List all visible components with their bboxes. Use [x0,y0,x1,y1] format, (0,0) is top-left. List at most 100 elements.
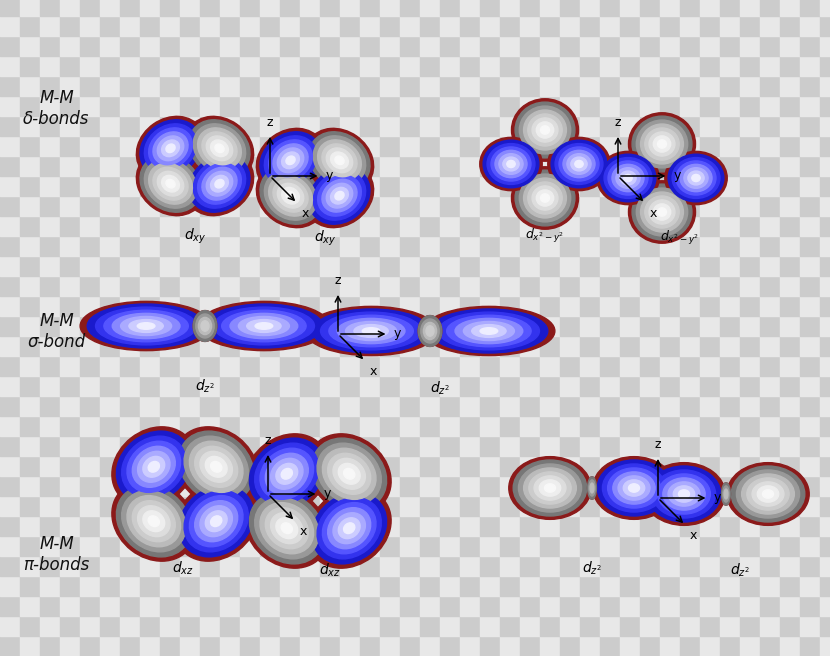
Bar [280,516,300,536]
Bar [460,336,480,356]
Bar [200,616,220,636]
Bar [440,556,460,576]
Bar [800,36,820,56]
Bar [600,436,620,456]
Bar [300,296,320,316]
Bar [580,416,600,436]
Bar [660,296,680,316]
Ellipse shape [676,161,716,195]
Bar [500,256,520,276]
Bar [460,316,480,336]
Bar [780,16,800,36]
Bar [420,456,440,476]
Ellipse shape [271,459,303,489]
Bar [620,116,640,136]
Bar [240,36,260,56]
Bar [740,556,760,576]
Bar [720,116,740,136]
Bar [680,196,700,216]
Bar [280,196,300,216]
Bar [720,76,740,96]
Bar [720,336,740,356]
Bar [600,576,620,596]
Bar [560,276,580,296]
Bar [140,176,160,196]
Bar [540,116,560,136]
Bar [580,436,600,456]
Bar [700,356,720,376]
Bar [660,116,680,136]
Ellipse shape [198,301,330,351]
Bar [120,16,140,36]
Bar [220,376,240,396]
Bar [440,0,460,16]
Bar [0,636,20,656]
Bar [320,516,340,536]
Bar [220,416,240,436]
Bar [420,216,440,236]
Bar [720,556,740,576]
Bar [740,96,760,116]
Bar [760,556,780,576]
Bar [680,296,700,316]
Bar [520,516,540,536]
Bar [280,296,300,316]
Bar [480,56,500,76]
Bar [640,396,660,416]
Ellipse shape [503,157,519,171]
Bar [500,616,520,636]
Bar [40,236,60,256]
Bar [0,476,20,496]
Bar [600,456,620,476]
Bar [600,416,620,436]
Ellipse shape [260,167,321,224]
Bar [680,436,700,456]
Bar [20,156,40,176]
Bar [740,76,760,96]
Bar [700,396,720,416]
Bar [120,336,140,356]
Bar [560,76,580,96]
Bar [80,316,100,336]
Bar [820,256,830,276]
Bar [720,516,740,536]
Bar [0,316,20,336]
Bar [340,396,360,416]
Bar [760,276,780,296]
Bar [280,536,300,556]
Bar [820,356,830,376]
Bar [460,276,480,296]
Bar [160,96,180,116]
Bar [660,416,680,436]
Bar [800,436,820,456]
Ellipse shape [276,463,298,484]
Bar [80,616,100,636]
Ellipse shape [158,171,183,196]
Bar [400,496,420,516]
Bar [440,476,460,496]
Ellipse shape [330,152,349,169]
Bar [760,356,780,376]
Bar [280,476,300,496]
Bar [720,316,740,336]
Bar [680,396,700,416]
Ellipse shape [721,483,730,505]
Bar [620,496,640,516]
Bar [180,616,200,636]
Bar [400,616,420,636]
Ellipse shape [598,460,671,516]
Ellipse shape [144,159,197,208]
Bar [740,396,760,416]
Bar [820,296,830,316]
Ellipse shape [632,184,692,240]
Bar [320,456,340,476]
Bar [720,436,740,456]
Bar [620,296,640,316]
Ellipse shape [480,328,498,335]
Ellipse shape [344,468,354,479]
Bar [700,176,720,196]
Bar [480,176,500,196]
Bar [260,236,280,256]
Ellipse shape [322,502,376,554]
Bar [120,576,140,596]
